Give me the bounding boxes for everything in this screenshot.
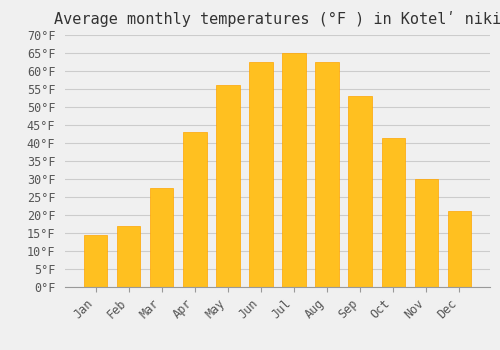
- Bar: [348, 96, 372, 287]
- Title: Average monthly temperatures (°F ) in Kotelʹ niki: Average monthly temperatures (°F ) in Ko…: [54, 11, 500, 27]
- Bar: [448, 211, 470, 287]
- Bar: [150, 188, 174, 287]
- Bar: [84, 235, 108, 287]
- Bar: [118, 226, 141, 287]
- Bar: [216, 85, 240, 287]
- Bar: [316, 62, 338, 287]
- Bar: [382, 138, 404, 287]
- Bar: [184, 132, 206, 287]
- Bar: [282, 53, 306, 287]
- Bar: [250, 62, 272, 287]
- Bar: [414, 179, 438, 287]
